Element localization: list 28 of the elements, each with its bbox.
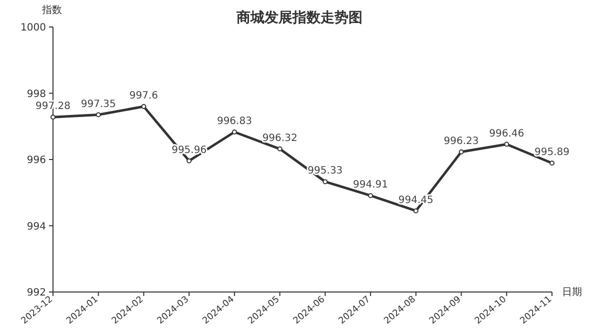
point	[322, 179, 328, 184]
y-axis-title: 指数	[41, 4, 62, 16]
data-label: 996.32	[262, 132, 298, 144]
data-label: 996.46	[489, 128, 524, 140]
data-label: 995.89	[534, 147, 570, 158]
y-tick-label: 994	[26, 221, 46, 232]
chart-title: 商城发展指数走势图	[236, 9, 362, 26]
x-axis-title: 日期	[562, 286, 582, 298]
data-label: 996.83	[216, 116, 252, 128]
point	[504, 142, 510, 147]
data-label: 997.35	[80, 98, 116, 110]
point	[141, 104, 146, 109]
point	[550, 160, 554, 166]
y-tick-label: 998	[26, 88, 46, 100]
data-label: 997.6	[129, 90, 158, 102]
data-label: 996.23	[444, 136, 479, 147]
point	[96, 112, 101, 118]
data-label: 994.91	[353, 180, 388, 191]
point	[50, 114, 56, 120]
y-tick-label: 992	[26, 288, 46, 298]
point	[458, 149, 464, 154]
point	[232, 130, 237, 135]
y-tick-label: 1000	[20, 22, 46, 34]
y-tick-label: 996	[26, 155, 46, 166]
point	[368, 193, 374, 198]
point	[413, 208, 418, 214]
point	[186, 158, 192, 164]
point	[277, 146, 282, 152]
